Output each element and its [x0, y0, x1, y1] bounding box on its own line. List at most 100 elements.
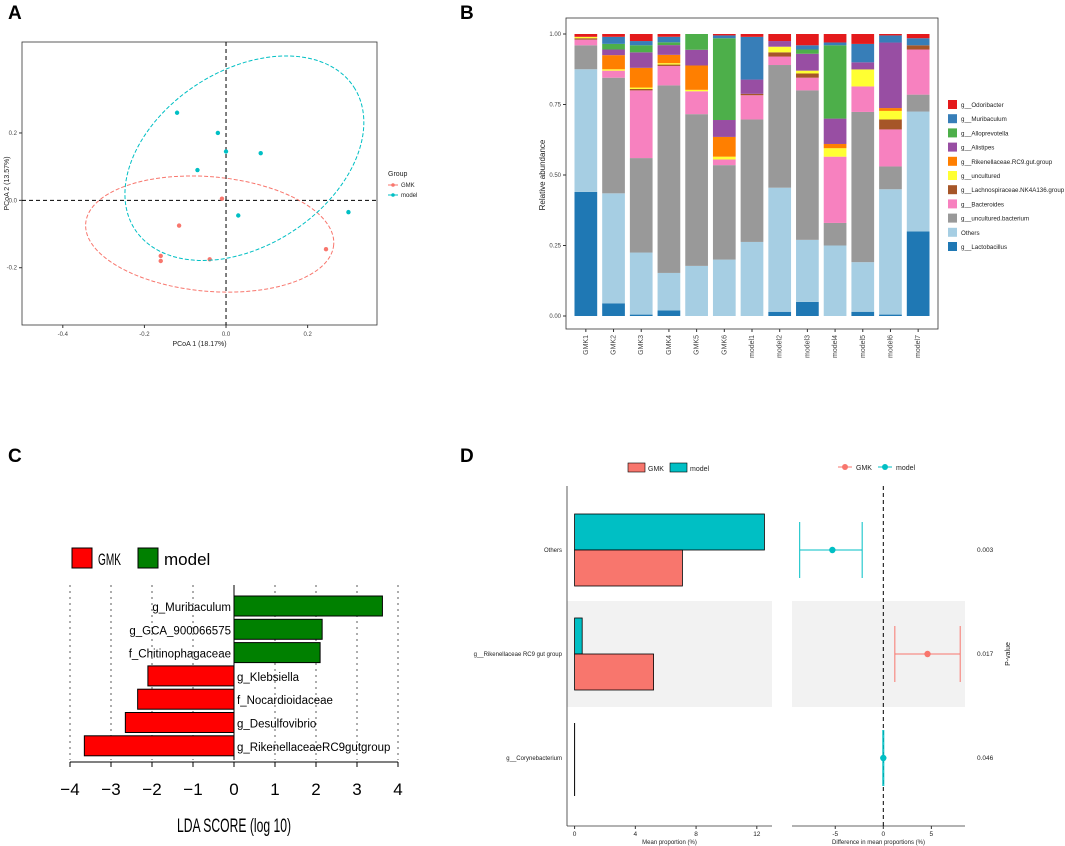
- stack-segment: [906, 45, 930, 50]
- stack-segment: [879, 189, 902, 315]
- legend-swatch: [948, 185, 957, 195]
- lda-bar-gmk: [124, 712, 235, 733]
- legend-swatch: [948, 156, 957, 166]
- legend-label: GMK: [856, 465, 872, 472]
- lda-bar-model: [233, 595, 383, 617]
- legend-key-point: [391, 193, 395, 197]
- stack-segment: [685, 265, 708, 316]
- stack-segment: [629, 90, 653, 159]
- legend-label: GMK: [648, 466, 664, 473]
- x-tick-label: model6: [887, 335, 894, 358]
- stack-segment: [796, 53, 819, 71]
- lda-bar-model: [233, 618, 323, 640]
- stack-segment: [602, 77, 625, 194]
- stack-segment: [602, 34, 625, 37]
- x-tick-label: 12: [753, 831, 761, 838]
- legend-swatch: [71, 547, 93, 569]
- stack-segment: [823, 45, 847, 119]
- legend-swatch: [948, 227, 957, 237]
- legend-swatch: [948, 100, 957, 109]
- legend-swatch: [627, 462, 646, 473]
- stack-segment: [602, 43, 625, 50]
- mean-bar-model: [574, 617, 583, 655]
- legend-label: g__Lachnospiraceae.NK4A136.group: [961, 187, 1065, 194]
- plot-frame: [21, 41, 378, 326]
- mean-bar-gmk: [574, 653, 654, 691]
- point-model: [174, 110, 180, 115]
- stack-segment: [629, 314, 653, 316]
- legend-label: g__Alistipes: [961, 145, 994, 152]
- stack-segment: [657, 34, 681, 37]
- right-axis-label: P-value: [1005, 642, 1012, 666]
- stack-segment: [740, 79, 764, 94]
- x-tick-label: model3: [804, 335, 811, 358]
- stack-segment: [740, 241, 764, 316]
- x-axis-label: LDA SCORE (log 10): [177, 816, 291, 837]
- x-tick-label: 0: [229, 780, 238, 799]
- stack-segment: [796, 70, 819, 74]
- x-tick-label: GMK4: [666, 335, 673, 355]
- stack-segment: [712, 120, 736, 137]
- confidence-ellipse-gmk: [85, 175, 335, 293]
- x-tick-label: GMK1: [583, 335, 590, 355]
- stack-segment: [657, 65, 681, 86]
- stack-segment: [685, 34, 708, 50]
- stack-segment: [851, 311, 875, 316]
- stack-segment: [768, 56, 792, 66]
- stack-segment: [657, 54, 681, 64]
- stack-segment: [740, 34, 764, 37]
- legend-label: g__Lactobacillus: [961, 244, 1007, 251]
- stack-segment: [768, 311, 792, 316]
- stack-segment: [823, 118, 847, 144]
- stack-segment: [602, 303, 625, 316]
- y-tick-label: 0.00: [549, 314, 561, 320]
- difference-point-gmk: [924, 650, 931, 658]
- x-tick-label: model5: [860, 335, 867, 358]
- stack-segment: [602, 69, 625, 71]
- stack-segment: [657, 272, 681, 311]
- stack-segment: [851, 34, 875, 44]
- legend-key-point: [842, 464, 848, 470]
- stack-segment: [574, 69, 598, 192]
- category-label: g__Rikenellaceae RC9 gut group: [474, 652, 563, 658]
- stack-segment: [574, 45, 598, 70]
- stack-segment: [851, 262, 875, 312]
- stack-segment: [657, 36, 681, 43]
- lda-bar-gmk: [147, 665, 235, 687]
- stack-segment: [796, 239, 819, 302]
- legend-swatch: [948, 142, 957, 152]
- x-tick-label: -0.4: [58, 332, 69, 338]
- stack-segment: [712, 165, 736, 260]
- lda-bar-label: g_GCA_900066575: [129, 625, 231, 637]
- x-tick-label: 1: [270, 780, 279, 799]
- stack-segment: [768, 187, 792, 312]
- p-value: 0.003: [977, 547, 994, 554]
- y-tick-label: 0.50: [549, 173, 561, 179]
- stack-segment: [685, 91, 708, 115]
- stack-segment: [823, 143, 847, 149]
- x-tick-label: GMK2: [611, 335, 618, 355]
- stack-segment: [823, 34, 847, 43]
- legend-swatch: [948, 114, 957, 124]
- lda-bar-label: g_Muribaculum: [152, 602, 231, 614]
- stack-segment: [879, 166, 902, 190]
- stack-segment: [851, 62, 875, 70]
- stack-segment: [712, 156, 736, 160]
- stack-segment: [629, 88, 653, 91]
- lda-bar-gmk: [83, 735, 235, 757]
- stack-segment: [851, 69, 875, 87]
- mean-bar-gmk: [574, 549, 683, 587]
- point-gmk: [176, 223, 182, 228]
- x-axis-label: Mean proportion (%): [642, 840, 697, 846]
- x-tick-label: model2: [777, 335, 784, 358]
- difference-point-model: [880, 754, 887, 762]
- point-model: [195, 167, 200, 173]
- stack-segment: [629, 52, 653, 68]
- legend-swatch: [948, 199, 957, 209]
- point-model: [258, 150, 263, 156]
- stack-segment: [768, 34, 792, 42]
- point-model: [215, 130, 221, 136]
- point-gmk: [323, 246, 329, 252]
- x-tick-label: 0: [573, 831, 577, 838]
- stack-segment: [629, 34, 653, 42]
